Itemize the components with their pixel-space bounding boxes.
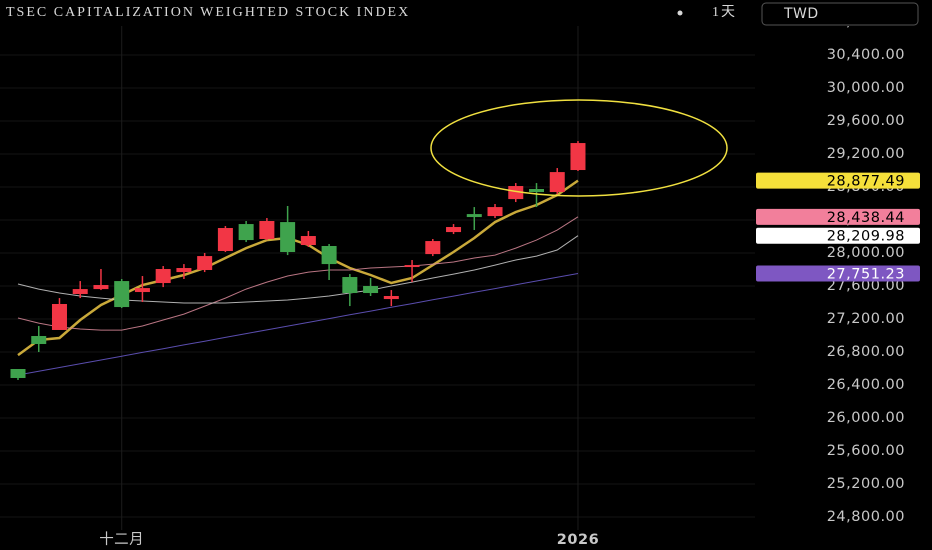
y-tick-label: 29,200.00 xyxy=(827,146,905,162)
price-label-bg xyxy=(756,265,920,282)
currency-box[interactable] xyxy=(761,2,919,26)
candle-body xyxy=(72,289,88,295)
candle-body xyxy=(466,214,482,218)
price-label: 28,209.98 xyxy=(827,229,905,245)
separator-dot xyxy=(677,10,683,16)
candle-body xyxy=(508,186,524,200)
y-tick-label: 27,600.00 xyxy=(827,278,905,294)
candle-body xyxy=(51,303,67,330)
candle-body xyxy=(31,336,47,345)
candle-body xyxy=(114,281,130,308)
candle-body xyxy=(10,369,26,378)
candle-body xyxy=(404,265,420,268)
candle-body xyxy=(238,224,254,241)
y-tick-label: 25,200.00 xyxy=(827,476,905,492)
moving-average xyxy=(17,235,579,304)
candle-body xyxy=(93,285,109,290)
price-label: 28,438.44 xyxy=(827,210,905,226)
interval: 1天 xyxy=(712,5,737,20)
candle-body xyxy=(363,286,379,294)
candle-body xyxy=(280,222,296,253)
price-label: 27,751.23 xyxy=(827,267,905,283)
moving-average xyxy=(17,273,579,376)
grid: 24,800.00 25,200.00 25,600.00 26,000.00 26,4… xyxy=(0,14,905,548)
candle-body xyxy=(487,207,503,217)
price-labels: 28,877.49 28,438.44 28,209.98 27,751.23 xyxy=(756,172,920,283)
candle-body xyxy=(383,295,399,300)
candle-body xyxy=(342,277,358,294)
candle-body xyxy=(197,256,213,271)
candle-body xyxy=(570,143,586,171)
plot xyxy=(10,141,586,380)
x-tick-label: 十二月 xyxy=(99,531,144,548)
candle-body xyxy=(176,268,192,273)
y-tick-label: 27,200.00 xyxy=(827,311,905,327)
candle-body xyxy=(321,246,337,265)
y-tick-label: 26,800.00 xyxy=(827,344,905,360)
y-tick-label: 26,000.00 xyxy=(827,410,905,426)
y-tick-label: 26,400.00 xyxy=(827,377,905,393)
candle-body xyxy=(155,269,171,284)
price-label-bg xyxy=(756,172,920,189)
candle-body xyxy=(446,227,462,233)
candle-body xyxy=(425,241,441,255)
y-tick-label: 30,000.00 xyxy=(827,80,905,96)
candle-body xyxy=(259,221,275,239)
y-tick-label: 28,000.00 xyxy=(827,245,905,261)
y-tick-label: 29,600.00 xyxy=(827,113,905,129)
currency[interactable]: TWD xyxy=(783,6,819,22)
symbol-title: TSEC CAPITALIZATION WEIGHTED STOCK INDEX xyxy=(6,5,410,20)
candle-body xyxy=(300,236,316,246)
y-tick-label: 25,600.00 xyxy=(827,443,905,459)
price-label-bg xyxy=(756,208,920,225)
candle-body xyxy=(549,172,565,193)
candle-body xyxy=(217,228,233,252)
highlight-ellipse xyxy=(430,99,728,197)
candle-body xyxy=(134,288,150,293)
moving-average xyxy=(17,179,579,357)
y-tick-label: 30,400.00 xyxy=(827,47,905,63)
price-label-bg xyxy=(756,227,920,244)
candle-body xyxy=(529,188,544,193)
x-tick-label: 2026 xyxy=(557,532,599,548)
moving-average xyxy=(17,216,579,331)
y-tick-label: 24,800.00 xyxy=(827,509,905,525)
price-label: 28,877.49 xyxy=(827,174,905,190)
